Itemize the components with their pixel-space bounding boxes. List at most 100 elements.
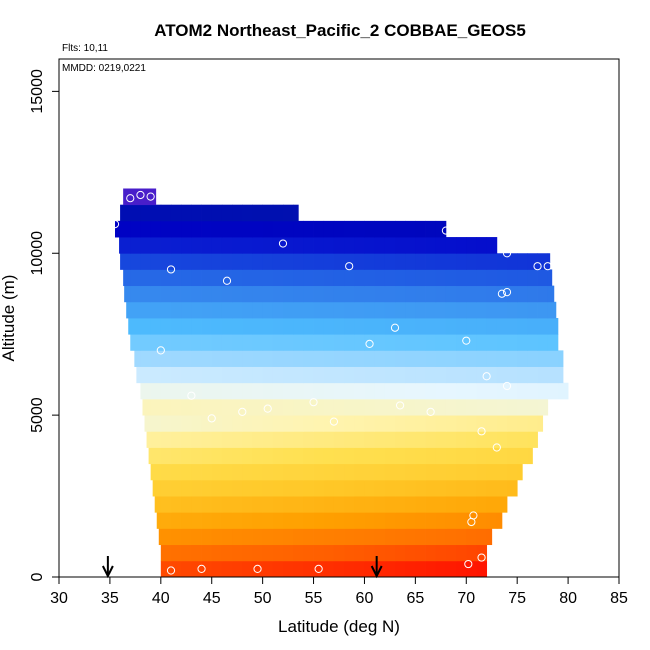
heatmap-cell bbox=[252, 463, 264, 481]
heatmap-cell bbox=[527, 366, 538, 384]
heatmap-cell bbox=[456, 253, 467, 270]
heatmap-cell bbox=[211, 463, 223, 481]
heatmap-cell bbox=[160, 398, 172, 416]
heatmap-cell bbox=[171, 382, 182, 400]
heatmap-cell bbox=[262, 415, 274, 432]
heatmap-cell bbox=[293, 398, 304, 416]
heatmap-cell bbox=[507, 447, 518, 465]
heatmap-cell bbox=[211, 318, 223, 335]
heatmap-cell bbox=[211, 204, 223, 222]
heatmap-cell bbox=[486, 350, 498, 367]
heatmap-cell bbox=[252, 512, 264, 529]
heatmap-cell bbox=[456, 366, 467, 384]
x-tick-label: 35 bbox=[101, 590, 119, 607]
heatmap-cell bbox=[150, 447, 162, 465]
heatmap-cell bbox=[425, 334, 437, 351]
heatmap-cell bbox=[374, 318, 386, 335]
heatmap-cell bbox=[486, 431, 498, 448]
heatmap-cell bbox=[158, 528, 162, 546]
heatmap-cell bbox=[354, 447, 365, 465]
heatmap-cell bbox=[384, 479, 396, 497]
heatmap-cell bbox=[384, 301, 396, 319]
heatmap-cell bbox=[201, 463, 213, 481]
heatmap-cell bbox=[537, 269, 549, 287]
heatmap-cell bbox=[293, 334, 304, 351]
heatmap-cell bbox=[242, 366, 253, 384]
heatmap-cell bbox=[486, 334, 498, 351]
heatmap-cell bbox=[211, 334, 223, 351]
heatmap-cell bbox=[354, 237, 365, 254]
heatmap-cell bbox=[171, 560, 182, 578]
heatmap-cell bbox=[374, 544, 386, 562]
heatmap-cell bbox=[435, 560, 447, 578]
heatmap-cell bbox=[333, 301, 345, 319]
heatmap-cell bbox=[537, 366, 549, 384]
heatmap-cell bbox=[496, 512, 503, 529]
heatmap-cell bbox=[313, 237, 325, 254]
heatmap-cell bbox=[364, 301, 376, 319]
heatmap-cell bbox=[252, 528, 264, 546]
heatmap-cell bbox=[344, 415, 355, 432]
heatmap-cell bbox=[445, 237, 457, 254]
heatmap-cell bbox=[364, 237, 376, 254]
heatmap-cell bbox=[456, 301, 467, 319]
heatmap-cell bbox=[221, 301, 233, 319]
heatmap-cell bbox=[384, 366, 396, 384]
heatmap-cell bbox=[303, 237, 314, 254]
heatmap-cell bbox=[242, 237, 253, 254]
heatmap-cell bbox=[456, 334, 467, 351]
heatmap-cell bbox=[191, 463, 202, 481]
heatmap-cell bbox=[364, 285, 376, 303]
heatmap-cell bbox=[191, 398, 202, 416]
heatmap-cell bbox=[140, 204, 152, 222]
flight-point bbox=[543, 262, 552, 271]
heatmap-cell bbox=[476, 285, 488, 303]
heatmap-cell bbox=[466, 253, 477, 270]
heatmap-cell bbox=[466, 447, 477, 465]
heatmap-cell bbox=[293, 301, 304, 319]
arrow-head bbox=[370, 565, 383, 579]
flight-point bbox=[395, 401, 405, 410]
heatmap-cell bbox=[537, 382, 549, 400]
heatmap-cell bbox=[435, 285, 447, 303]
heatmap-cell bbox=[405, 301, 416, 319]
heatmap-cell bbox=[150, 237, 162, 254]
heatmap-cell bbox=[517, 318, 528, 335]
flight-point bbox=[146, 192, 155, 201]
x-tick-label: 65 bbox=[406, 590, 424, 607]
heatmap-cell bbox=[405, 496, 416, 513]
heatmap-cell bbox=[221, 479, 233, 497]
heatmap-cell bbox=[242, 447, 253, 465]
heatmap-cell bbox=[201, 528, 213, 546]
heatmap-cell bbox=[344, 269, 355, 287]
heatmap-cell bbox=[272, 528, 284, 546]
heatmap-cell bbox=[191, 544, 202, 562]
heatmap-cell bbox=[283, 366, 294, 384]
heatmap-cell bbox=[517, 269, 528, 287]
heatmap-cell bbox=[384, 415, 396, 432]
heatmap-cell bbox=[191, 253, 202, 270]
heatmap-cell bbox=[201, 544, 213, 562]
heatmap-cell bbox=[405, 447, 416, 465]
heatmap-cell bbox=[221, 415, 233, 432]
heatmap-cell bbox=[354, 220, 365, 238]
heatmap-cell bbox=[171, 285, 182, 303]
heatmap-cell bbox=[313, 220, 325, 238]
heatmap-cell bbox=[283, 496, 294, 513]
heatmap-cell bbox=[333, 350, 345, 367]
heatmap-cell bbox=[181, 431, 192, 448]
heatmap-cell bbox=[374, 398, 386, 416]
heatmap-cell bbox=[272, 398, 284, 416]
heatmap-cell bbox=[293, 544, 304, 562]
heatmap-cell bbox=[313, 318, 325, 335]
heatmap-cell bbox=[354, 398, 365, 416]
flight-point bbox=[533, 262, 542, 271]
heatmap-cell bbox=[232, 253, 243, 270]
flight-point bbox=[365, 339, 374, 348]
heatmap-cell bbox=[445, 528, 457, 546]
heatmap-cell bbox=[496, 253, 508, 270]
heatmap-cell bbox=[354, 479, 365, 497]
heatmap-cell bbox=[395, 237, 406, 254]
heatmap-cell bbox=[191, 496, 202, 513]
heatmap-cell bbox=[517, 366, 528, 384]
